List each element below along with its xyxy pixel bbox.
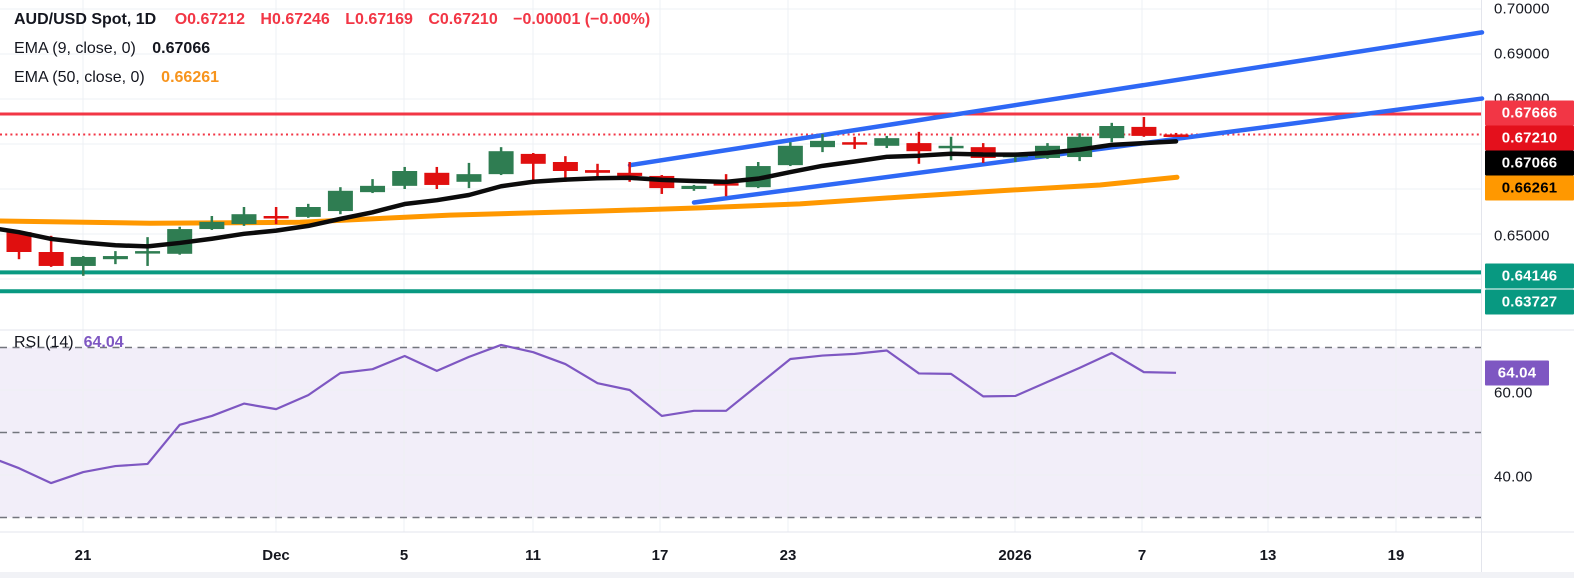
rsi-pane-axis[interactable]: 60.00 40.00 64.04 (1483, 0, 1574, 532)
candle-down[interactable] (906, 143, 932, 152)
time-axis-label: 19 (1387, 547, 1405, 564)
candle-up[interactable] (1099, 126, 1125, 139)
indicator-legend: AUD/USD Spot, 1D O0.67212 H0.67246 L0.67… (14, 5, 661, 92)
candle-up[interactable] (360, 185, 386, 193)
price-axis-badge: 0.66261 (1485, 175, 1574, 201)
time-axis-label: 13 (1259, 547, 1277, 564)
candle-down[interactable] (263, 216, 289, 219)
ohlc-low: L0.67169 (345, 11, 413, 28)
ohlc-high: H0.67246 (260, 11, 330, 28)
legend-symbol-row[interactable]: AUD/USD Spot, 1D O0.67212 H0.67246 L0.67… (14, 5, 661, 34)
trendline[interactable] (627, 30, 1485, 168)
candle-up[interactable] (456, 174, 482, 182)
price-axis-badge: 0.64146 (1485, 263, 1574, 289)
price-axis-badge: 0.67210 (1485, 125, 1574, 151)
ohlc-close: C0.67210 (428, 11, 498, 28)
ohlc-open: O0.67212 (174, 11, 245, 28)
candle-up[interactable] (681, 185, 707, 189)
candle-down[interactable] (585, 170, 611, 173)
legend-ema50-row[interactable]: EMA (50, close, 0) 0.66261 (14, 63, 661, 92)
candle-up[interactable] (70, 256, 96, 266)
candle-down[interactable] (6, 232, 32, 252)
candle-up[interactable] (392, 171, 418, 186)
time-axis-label: 11 (525, 547, 541, 564)
price-axis-label: 0.69000 (1494, 45, 1550, 63)
time-axis-label: 23 (779, 547, 797, 564)
candle-up[interactable] (231, 214, 257, 225)
rsi-axis-label: 60.00 (1494, 384, 1533, 402)
time-axis-label: 7 (1137, 547, 1147, 564)
price-axis-badge: 0.63727 (1485, 289, 1574, 315)
ohlc-change: −0.00001 (−0.00%) (513, 11, 651, 28)
price-axis-label: 0.65000 (1494, 227, 1550, 245)
candle-down[interactable] (424, 172, 450, 185)
ema9-label: EMA (9, close, 0) (14, 40, 136, 57)
ema50-value: 0.66261 (161, 69, 220, 86)
time-axis-label: 5 (399, 547, 409, 564)
candle-up[interactable] (488, 151, 514, 175)
candle-up[interactable] (327, 190, 353, 212)
candle-down[interactable] (617, 172, 643, 176)
rsi-value: 64.04 (83, 334, 124, 351)
ema9-value: 0.67066 (152, 40, 211, 57)
candle-up[interactable] (938, 145, 964, 149)
rsi-label: RSI (14) (14, 334, 74, 351)
price-axis[interactable]: 0.70000 0.69000 0.68000 0.65000 0.67666 0.672… (1483, 0, 1574, 532)
candle-up[interactable] (295, 207, 321, 217)
price-axis-badge: 0.67666 (1485, 100, 1574, 126)
candle-down[interactable] (520, 153, 546, 164)
rsi-line[interactable] (0, 343, 1177, 485)
time-axis-label: 17 (651, 547, 669, 564)
candle-up[interactable] (102, 256, 128, 260)
ema50-line[interactable] (0, 174, 1180, 226)
candle-down[interactable] (552, 162, 578, 171)
candle-down[interactable] (38, 252, 64, 266)
bottom-strip (0, 572, 1574, 578)
candle-up[interactable] (777, 145, 803, 166)
candle-up[interactable] (810, 140, 835, 148)
time-axis-label: 2026 (998, 547, 1032, 564)
candle-up[interactable] (135, 251, 161, 254)
ema9-line[interactable] (0, 139, 1179, 249)
candle-down[interactable] (1163, 134, 1189, 137)
time-axis-label: Dec (262, 547, 290, 564)
rsi-axis-badge: 64.04 (1485, 360, 1549, 386)
candle-up[interactable] (199, 221, 225, 230)
candle-down[interactable] (713, 183, 739, 186)
candle-down[interactable] (1131, 126, 1157, 136)
symbol-title: AUD/USD Spot, 1D (14, 11, 157, 28)
price-axis-label: 0.70000 (1494, 0, 1550, 18)
time-axis-label: 21 (74, 547, 92, 564)
candle-up[interactable] (874, 138, 900, 146)
legend-ema9-row[interactable]: EMA (9, close, 0) 0.67066 (14, 34, 661, 63)
price-axis-badge: 0.67066 (1485, 150, 1574, 176)
rsi-axis-label: 40.00 (1494, 468, 1533, 486)
rsi-legend-row[interactable]: RSI (14) 64.04 (14, 334, 124, 352)
candle-down[interactable] (842, 142, 868, 145)
time-axis[interactable]: 21 Dec 5 11 17 23 2026 7 13 19 (0, 547, 1481, 578)
ema50-label: EMA (50, close, 0) (14, 69, 145, 86)
